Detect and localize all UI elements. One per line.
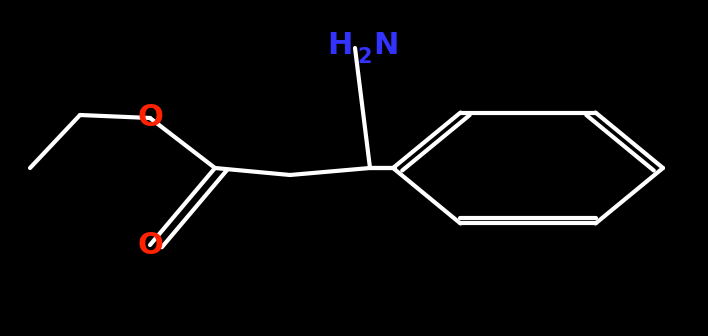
Text: N: N — [373, 31, 399, 59]
Text: O: O — [137, 103, 163, 132]
Text: H: H — [328, 31, 353, 59]
Text: 2: 2 — [357, 47, 372, 67]
Text: O: O — [137, 230, 163, 259]
